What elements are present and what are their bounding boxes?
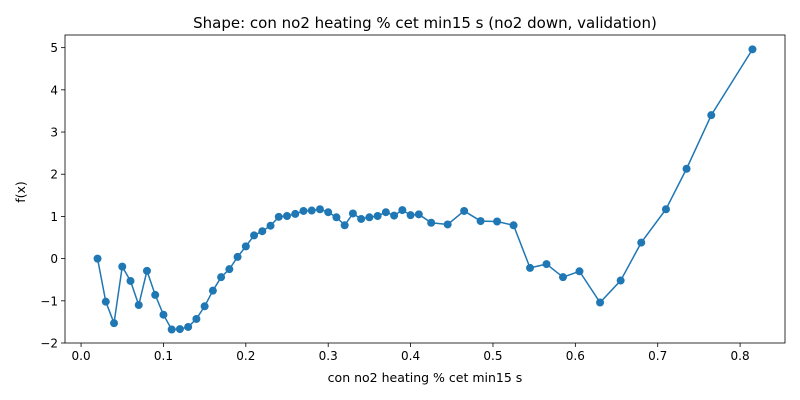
x-tick-label: 0.7 [648,349,667,363]
data-point [637,238,646,247]
data-point [192,314,201,323]
data-point [427,218,436,227]
data-point [142,266,151,275]
data-point [291,209,300,218]
data-point [406,211,415,220]
data-point [315,205,324,214]
data-point [596,298,605,307]
y-tick-label: 1 [50,210,58,224]
y-tick-label: 2 [50,168,58,182]
data-point [373,212,382,221]
data-point [93,254,102,263]
data-point [101,297,110,306]
data-point [208,286,217,295]
data-point [526,263,535,272]
data-point [460,206,469,215]
data-point [682,164,691,173]
series-line [96,48,754,331]
data-point [159,310,168,319]
data-point [258,227,267,236]
x-tick-label: 0.5 [483,349,502,363]
data-point [661,205,670,214]
data-point [381,208,390,217]
y-tick-label: 0 [50,252,58,266]
data-point [134,301,143,310]
data-point [542,260,551,269]
data-point [340,221,349,230]
y-tick-label: −2 [40,337,58,351]
data-point [307,206,316,215]
data-point [200,302,209,311]
data-point [225,265,234,274]
y-tick-label: −1 [40,294,58,308]
data-point [509,221,518,230]
data-point [332,213,341,222]
data-point [274,212,283,221]
data-point [126,276,135,285]
data-point [175,325,184,334]
y-tick-label: 5 [50,41,58,55]
data-point [575,267,584,276]
data-point [118,262,127,271]
data-point [241,242,250,251]
data-point [217,273,226,282]
x-tick-label: 0.8 [731,349,750,363]
data-point [707,111,716,120]
x-tick-label: 0.4 [401,349,420,363]
y-tick-label: 3 [50,126,58,140]
x-tick-label: 0.0 [72,349,91,363]
x-tick-label: 0.3 [319,349,338,363]
x-axis-label: con no2 heating % cet min15 s [328,370,523,385]
y-axis-label: f(x) [13,181,28,203]
data-point [250,231,259,240]
data-point [233,252,242,261]
data-point [748,45,757,54]
x-tick-label: 0.6 [566,349,585,363]
data-point [110,319,119,328]
data-point [357,214,366,223]
data-point [324,208,333,217]
plot-area: 0.0 0.1 0.2 0.3 0.4 0.5 0.6 0.7 0.8 −2 −1 0 1 2 3 4 5 [40,34,786,363]
chart-title: Shape: con no2 heating % cet min15 s (no… [193,14,657,32]
data-point [558,273,567,282]
data-point [266,221,275,230]
data-point [390,211,399,220]
data-point [414,210,423,219]
data-point [493,217,502,226]
y-tick-label: 4 [50,83,58,97]
data-point [365,213,374,222]
data-point [299,206,308,215]
data-point [167,325,176,334]
data-point [398,206,407,215]
data-point [443,220,452,229]
axes-frame [64,34,786,344]
data-point [184,322,193,331]
x-tick-label: 0.1 [154,349,173,363]
data-point [616,276,625,285]
x-tick-label: 0.2 [236,349,255,363]
data-point [151,290,160,299]
data-point [348,209,357,218]
data-point [476,217,485,226]
data-point [283,212,292,221]
